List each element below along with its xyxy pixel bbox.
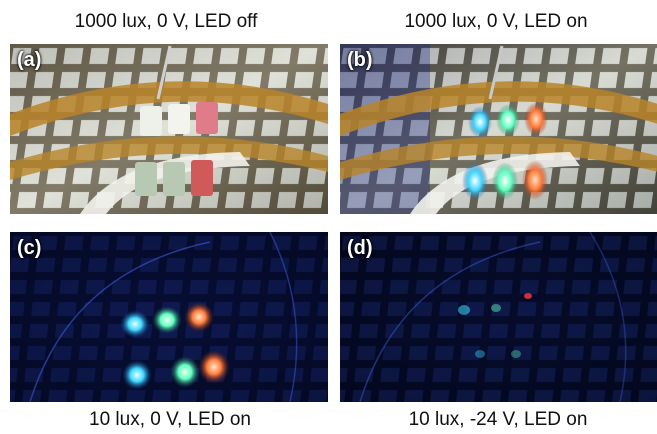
photo-panel-a: (a) bbox=[10, 44, 328, 214]
panel-label-c: (c) bbox=[17, 237, 42, 259]
caption-d: 10 lux, -24 V, LED on bbox=[408, 409, 588, 430]
photo-panel-d: (d) bbox=[340, 232, 657, 402]
photo-a-image bbox=[10, 44, 328, 214]
panel-label-d: (d) bbox=[347, 237, 373, 259]
photo-panel-c: (c) bbox=[10, 232, 328, 402]
photo-b-image bbox=[340, 44, 657, 214]
caption-a: 1000 lux, 0 V, LED off bbox=[74, 11, 258, 32]
photo-d-image bbox=[340, 232, 657, 402]
panel-label-a: (a) bbox=[17, 49, 42, 71]
caption-b: 1000 lux, 0 V, LED on bbox=[404, 11, 588, 32]
caption-c: 10 lux, 0 V, LED on bbox=[89, 409, 251, 430]
panel-label-b: (b) bbox=[347, 49, 373, 71]
photo-c-image bbox=[10, 232, 328, 402]
photo-panel-b: (b) bbox=[340, 44, 657, 214]
